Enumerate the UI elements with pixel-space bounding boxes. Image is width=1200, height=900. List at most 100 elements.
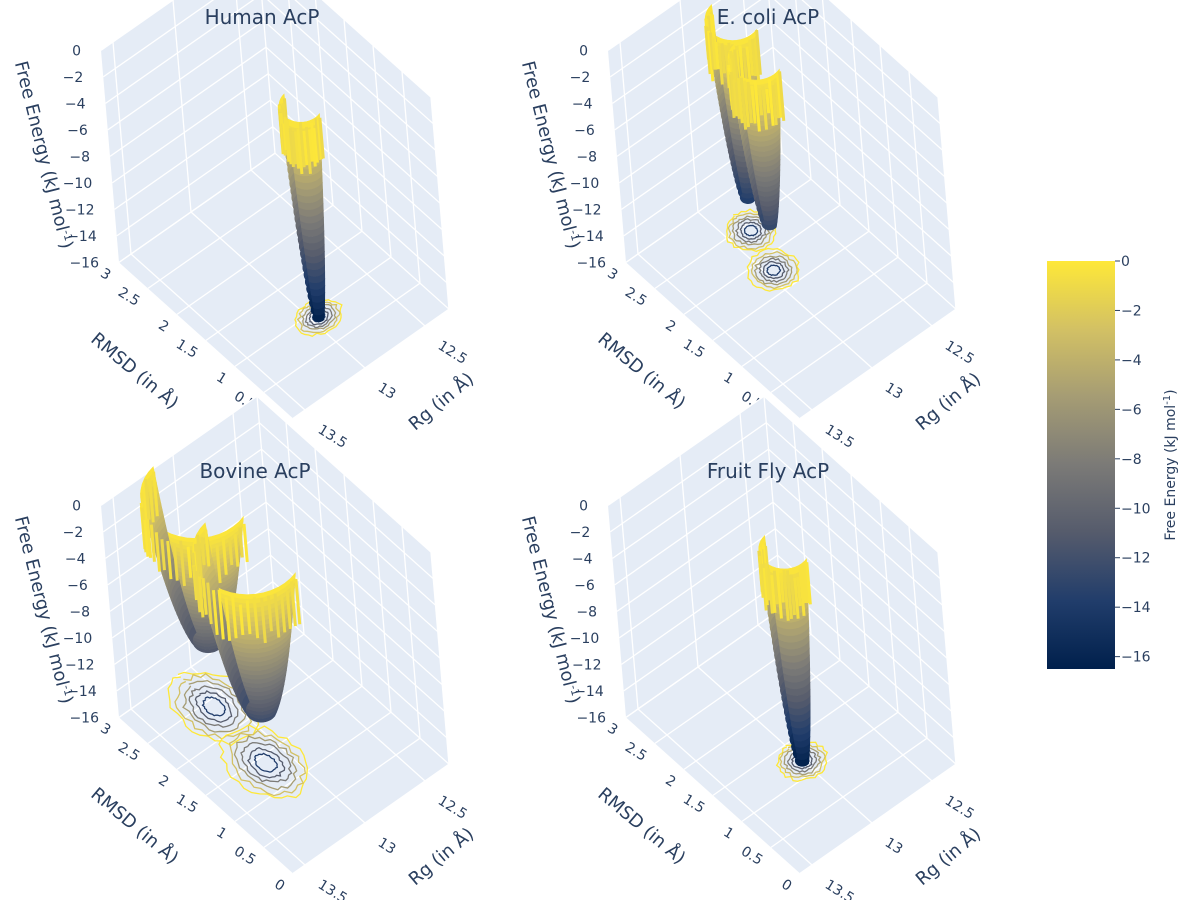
- contour-line: [201, 696, 227, 717]
- gridline: [772, 501, 948, 659]
- gridline: [772, 46, 948, 204]
- z-axis-title: Free Energy (kJ mol-1): [10, 59, 77, 251]
- x-axis-title: RMSD (in Å): [594, 328, 691, 414]
- panel-fruit-fly-acp: 0 −2 −4 −6 −8 −10 −12 −14 −16 0 0.51 1.52 2.53 12.5 13…: [517, 395, 985, 900]
- gridline: [618, 528, 776, 639]
- x-tick-label: 2: [662, 772, 678, 790]
- surface-spike: [252, 597, 260, 639]
- surface-spike: [717, 45, 724, 85]
- surface-spike: [144, 478, 151, 520]
- z-axis-title-sup: -1: [60, 683, 75, 697]
- gridline: [937, 97, 957, 310]
- gridline: [261, 0, 276, 154]
- surface-band: [792, 748, 810, 767]
- surface-spike: [771, 85, 778, 126]
- gridline: [292, 763, 450, 874]
- z-tick-label: −14: [574, 229, 604, 245]
- surface-spike: [318, 117, 325, 159]
- x-tick-label: 2: [155, 772, 171, 790]
- surface-spike: [753, 80, 761, 132]
- x-tick-label: 2: [662, 317, 678, 335]
- gridline: [100, 0, 175, 51]
- surface-spike: [798, 567, 806, 617]
- z-tick-label: −8: [576, 149, 597, 165]
- gridline: [774, 73, 950, 231]
- surface-spike: [298, 122, 306, 168]
- surface-spike: [767, 79, 775, 126]
- surface-spike: [242, 523, 249, 563]
- surface-spike: [200, 537, 206, 566]
- z-tick-label: −16: [69, 710, 99, 726]
- surface-spike: [316, 117, 324, 160]
- gridline: [102, 0, 215, 78]
- contour-line: [296, 301, 341, 334]
- z-tick-label: −10: [63, 176, 93, 192]
- gridline: [607, 0, 682, 51]
- gridline: [616, 501, 774, 612]
- surface-spike: [296, 128, 304, 175]
- surface-spike: [194, 570, 202, 613]
- z-tick-label: −10: [570, 176, 600, 192]
- surface-spike: [215, 544, 222, 584]
- panel-human-acp: 0−2−4−6−8−10−12−14−1600.511.522.5312.513…: [10, 0, 478, 452]
- x-tick-label: 0.5: [738, 843, 765, 868]
- y-axis-title: Rg (in Å): [404, 823, 478, 890]
- y-axis-title: Rg (in Å): [911, 368, 985, 435]
- y-axis-title: Rg (in Å): [911, 823, 985, 890]
- contour-line: [247, 746, 286, 779]
- x-tick-label: 1.5: [680, 336, 707, 361]
- surface-spike: [739, 77, 748, 130]
- panel-title: Bovine AcP: [199, 459, 310, 483]
- y-tick-label: 13: [375, 380, 399, 403]
- contour-line: [746, 247, 800, 292]
- gridline: [770, 737, 928, 848]
- x-tick-label: 2.5: [115, 739, 142, 764]
- gridline: [190, 211, 366, 369]
- z-tick-label: −16: [69, 255, 99, 271]
- colorbar: 0 −2 −4 −6 −8 −10 −12 −14 −16 Free Energy (kJ mo…: [1047, 254, 1179, 669]
- z-tick-label: −12: [65, 657, 95, 673]
- y-tick-label: 13.5: [822, 877, 857, 900]
- surface-spike: [266, 595, 273, 632]
- gridline: [272, 581, 448, 739]
- z-axis-title-end: ): [55, 694, 77, 706]
- gridline: [105, 448, 262, 559]
- contour-line: [758, 257, 790, 283]
- gridline: [107, 20, 265, 131]
- z-tick-label: −14: [67, 684, 97, 700]
- surface-spike: [192, 566, 199, 599]
- surface-spike: [785, 570, 794, 620]
- gridline: [609, 422, 767, 533]
- gridline: [781, 607, 957, 765]
- x-tick-label: 2: [155, 317, 171, 335]
- surface-spike: [179, 540, 186, 587]
- colorbar-tick-label: −16: [1121, 650, 1151, 666]
- colorbar-tick-label: −2: [1121, 303, 1142, 319]
- surface: [277, 93, 326, 323]
- surface-spike: [233, 533, 240, 567]
- z-tick-label: −6: [67, 578, 88, 594]
- gridline: [801, 0, 941, 125]
- x-tick-label: 1: [213, 824, 229, 842]
- gridline: [763, 395, 939, 553]
- colorbar-tick-label: −4: [1121, 353, 1142, 369]
- panel-bovine-acp: 0 −2 −4 −6 −8 −10 −12 −14 −16 0 0.51 1.52 2.53 12.5 13…: [10, 395, 478, 900]
- gridline: [765, 422, 941, 580]
- contour-line: [188, 685, 239, 728]
- surface-band: [737, 186, 756, 204]
- z-tick-label: 0: [72, 498, 81, 514]
- surface-spike: [720, 43, 727, 74]
- gridline: [773, 0, 943, 151]
- surface-spike: [775, 72, 783, 118]
- gridline: [683, 659, 841, 770]
- panel-title: Human AcP: [205, 5, 320, 29]
- surface-spike: [782, 569, 790, 621]
- surface-spike: [140, 507, 148, 553]
- contour-line: [167, 671, 260, 747]
- contour-line: [775, 739, 829, 782]
- surface-spike: [750, 85, 757, 124]
- surface-spike: [186, 546, 193, 578]
- gridline: [607, 395, 765, 506]
- surface-spike: [152, 471, 159, 517]
- surface-spike: [302, 130, 309, 166]
